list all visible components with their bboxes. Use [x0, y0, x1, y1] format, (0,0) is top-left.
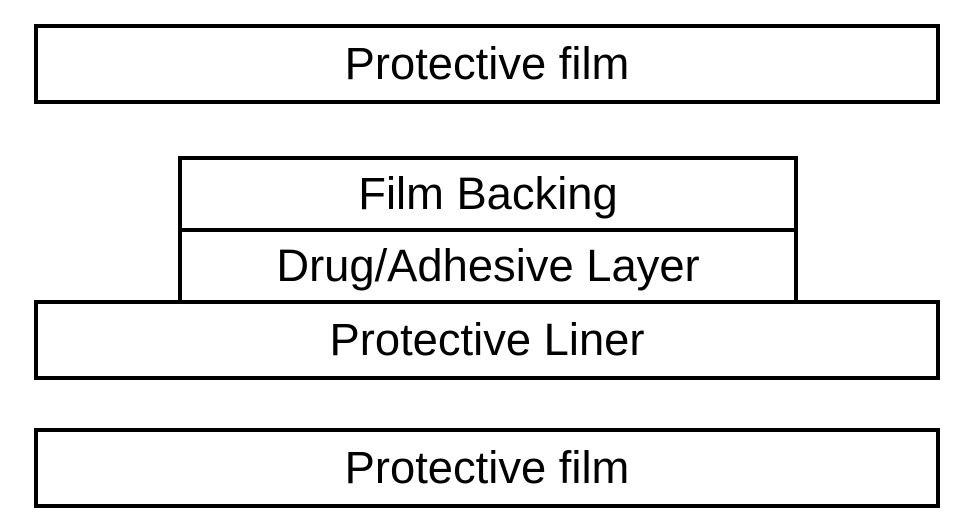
- protective-liner-layer: Protective Liner: [34, 300, 940, 380]
- protective-film-bottom-layer: Protective film: [34, 428, 940, 508]
- drug-adhesive-layer: Drug/Adhesive Layer: [178, 228, 798, 304]
- protective-film-bottom-label: Protective film: [345, 445, 630, 490]
- layer-diagram: Protective film Film Backing Drug/Adhesi…: [0, 0, 974, 530]
- protective-film-top-label: Protective film: [345, 41, 630, 86]
- protective-liner-label: Protective Liner: [330, 317, 645, 362]
- drug-adhesive-label: Drug/Adhesive Layer: [276, 243, 699, 288]
- protective-film-top-layer: Protective film: [34, 24, 940, 104]
- film-backing-layer: Film Backing: [178, 156, 798, 232]
- film-backing-label: Film Backing: [358, 171, 617, 216]
